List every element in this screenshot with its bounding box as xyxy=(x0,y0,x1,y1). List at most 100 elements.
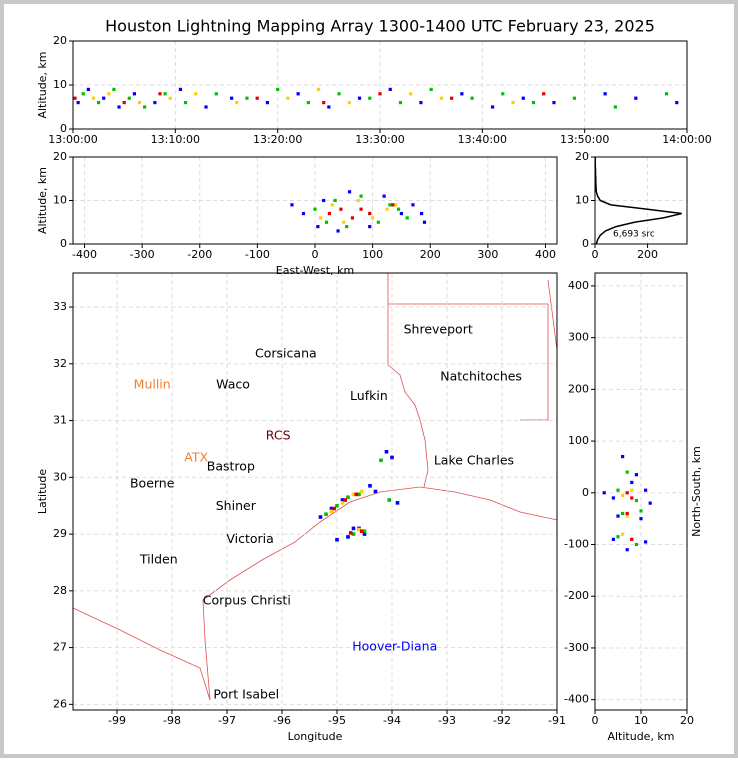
source-point xyxy=(76,101,80,105)
source-point xyxy=(429,87,433,91)
source-point xyxy=(107,92,111,96)
y-tick-label: 10 xyxy=(575,194,589,207)
source-point xyxy=(405,216,409,220)
source-point xyxy=(337,92,341,96)
y-tick-label: -300 xyxy=(564,641,589,654)
source-point xyxy=(634,473,638,477)
source-point xyxy=(178,87,183,91)
source-point xyxy=(336,229,340,233)
source-point xyxy=(382,194,386,198)
source-point xyxy=(630,496,634,500)
source-point xyxy=(625,514,629,518)
x-tick-label: 200 xyxy=(637,248,658,261)
source-point xyxy=(322,198,326,203)
source-point xyxy=(378,92,382,96)
x-tick-label: 13:20:00 xyxy=(253,133,302,146)
source-point xyxy=(322,101,326,105)
place-label: Natchitoches xyxy=(440,368,522,383)
source-point xyxy=(183,101,188,105)
coastline xyxy=(72,486,558,701)
source-point xyxy=(319,216,323,220)
source-point xyxy=(644,540,648,544)
source-point xyxy=(359,207,363,211)
source-point xyxy=(613,105,617,109)
source-point xyxy=(630,537,634,541)
source-point xyxy=(81,92,85,96)
y-tick-label: 26 xyxy=(53,697,67,710)
source-point xyxy=(422,220,427,224)
source-point xyxy=(621,511,625,516)
source-point xyxy=(616,535,620,539)
x-axis-label: Altitude, km xyxy=(607,730,674,743)
source-point xyxy=(333,198,337,203)
source-point xyxy=(343,498,348,502)
x-axis-label: Longitude xyxy=(288,730,343,743)
x-tick-label: 10 xyxy=(634,714,648,727)
place-label: Corpus Christi xyxy=(203,593,291,608)
source-point xyxy=(470,96,474,100)
source-point xyxy=(675,101,679,105)
source-point xyxy=(531,101,536,105)
source-point xyxy=(625,511,629,516)
source-point xyxy=(143,105,147,109)
source-point xyxy=(384,449,389,454)
y-tick-label: 0 xyxy=(582,237,589,250)
source-point xyxy=(235,101,239,105)
y-tick-label: 30 xyxy=(53,470,67,483)
source-point xyxy=(345,225,349,229)
y-tick-label: 20 xyxy=(53,150,67,163)
place-label: Bastrop xyxy=(207,459,255,474)
source-point xyxy=(621,532,625,536)
x-tick-label: 13:50:00 xyxy=(560,133,609,146)
y-tick-label: 100 xyxy=(568,434,589,447)
source-point xyxy=(450,96,454,100)
source-point xyxy=(630,480,634,485)
source-point xyxy=(490,105,495,109)
source-point xyxy=(602,491,606,495)
y-axis-label: Altitude, km xyxy=(36,51,49,118)
source-point xyxy=(664,92,669,96)
place-label: Boerne xyxy=(130,476,175,491)
y-tick-label: 10 xyxy=(53,78,67,91)
y-tick-label: 300 xyxy=(568,331,589,344)
x-tick-label: -95 xyxy=(328,714,346,727)
source-point xyxy=(347,190,352,194)
source-point xyxy=(335,503,339,508)
source-point xyxy=(359,529,364,534)
source-point xyxy=(385,207,389,211)
place-label: Lake Charles xyxy=(434,452,514,467)
source-point xyxy=(327,105,331,109)
source-point xyxy=(603,92,607,96)
source-point xyxy=(634,542,638,547)
source-point xyxy=(132,92,136,96)
x-tick-label: 200 xyxy=(420,248,441,261)
source-point xyxy=(399,211,404,216)
source-point xyxy=(390,455,394,460)
y-tick-label: -100 xyxy=(564,538,589,551)
source-point xyxy=(351,532,356,536)
source-point xyxy=(346,495,350,499)
source-point xyxy=(396,207,401,211)
source-point xyxy=(306,101,310,105)
y-tick-label: 33 xyxy=(53,300,67,313)
source-point xyxy=(625,491,629,495)
y-tick-label: 0 xyxy=(60,122,67,135)
source-point xyxy=(359,489,364,494)
source-point xyxy=(127,96,131,100)
x-tick-label: 13:00:00 xyxy=(48,133,97,146)
source-point xyxy=(313,207,317,211)
x-tick-label: -96 xyxy=(273,714,291,727)
source-point xyxy=(329,509,334,514)
x-tick-label: 13:40:00 xyxy=(458,133,507,146)
y-tick-label: 200 xyxy=(568,382,589,395)
annotation: 6,693 src xyxy=(613,230,655,240)
state-border xyxy=(388,279,558,421)
x-tick-label: 0 xyxy=(312,248,319,261)
place-label: ATX xyxy=(184,450,208,465)
source-point xyxy=(552,101,556,105)
source-point xyxy=(204,105,208,109)
y-tick-label: 400 xyxy=(568,279,589,292)
source-point xyxy=(634,498,638,503)
source-point xyxy=(96,101,101,105)
